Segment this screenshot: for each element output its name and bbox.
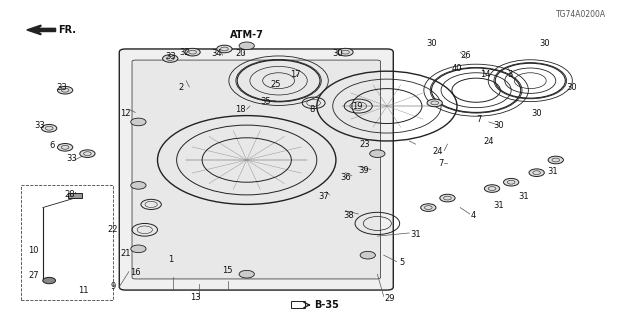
Text: 18: 18 <box>235 105 246 114</box>
Circle shape <box>43 277 56 284</box>
Circle shape <box>484 185 500 192</box>
Text: 30: 30 <box>333 49 343 58</box>
Text: 11: 11 <box>77 285 88 295</box>
Circle shape <box>131 181 146 189</box>
Text: 24: 24 <box>484 137 494 146</box>
Text: 22: 22 <box>108 225 118 234</box>
Text: 37: 37 <box>318 192 328 201</box>
Text: 35: 35 <box>260 97 271 106</box>
Text: 31: 31 <box>547 167 558 176</box>
Text: 31: 31 <box>518 192 529 201</box>
Text: 26: 26 <box>460 52 470 60</box>
Circle shape <box>163 55 178 62</box>
Text: 1: 1 <box>168 255 173 264</box>
Text: 32: 32 <box>180 48 190 57</box>
Text: 24: 24 <box>433 147 443 156</box>
Text: 33: 33 <box>35 121 45 130</box>
Circle shape <box>58 86 73 94</box>
Circle shape <box>548 156 563 164</box>
Circle shape <box>58 143 73 151</box>
Text: 6: 6 <box>50 141 55 150</box>
Text: 33: 33 <box>56 83 67 92</box>
Text: 29: 29 <box>385 294 396 303</box>
Circle shape <box>370 150 385 157</box>
Bar <box>291 301 305 308</box>
Text: 25: 25 <box>270 80 281 89</box>
Text: 27: 27 <box>28 271 38 280</box>
Text: 14: 14 <box>481 70 491 79</box>
Text: 20: 20 <box>235 49 246 58</box>
Text: 4: 4 <box>470 211 476 220</box>
Text: 8: 8 <box>310 105 315 114</box>
Circle shape <box>239 42 254 50</box>
Text: 30: 30 <box>493 121 504 130</box>
Text: 30: 30 <box>539 39 550 48</box>
Text: 5: 5 <box>399 258 404 267</box>
Text: 30: 30 <box>566 83 577 92</box>
Text: 33: 33 <box>165 52 175 61</box>
FancyBboxPatch shape <box>119 49 394 290</box>
Circle shape <box>185 48 200 56</box>
Circle shape <box>338 48 353 56</box>
Text: 30: 30 <box>531 108 542 117</box>
Text: 31: 31 <box>410 230 421 239</box>
Text: 10: 10 <box>28 246 38 255</box>
Circle shape <box>131 245 146 252</box>
Bar <box>20 185 113 300</box>
Circle shape <box>529 169 544 177</box>
Circle shape <box>217 45 232 53</box>
Text: 31: 31 <box>493 202 504 211</box>
Text: 38: 38 <box>343 211 354 220</box>
Text: 36: 36 <box>340 173 351 182</box>
Circle shape <box>80 150 95 157</box>
Text: 33: 33 <box>66 154 77 163</box>
Text: 30: 30 <box>426 39 437 48</box>
Text: 7: 7 <box>438 159 444 168</box>
Text: ATM-7: ATM-7 <box>230 30 264 40</box>
Text: 39: 39 <box>358 166 369 175</box>
Circle shape <box>42 124 57 132</box>
Text: 7: 7 <box>477 115 482 124</box>
Circle shape <box>239 270 254 278</box>
Text: 19: 19 <box>352 102 362 111</box>
Text: 17: 17 <box>291 70 301 79</box>
Text: 23: 23 <box>359 140 370 149</box>
Circle shape <box>440 194 455 202</box>
Circle shape <box>360 252 376 259</box>
Text: 21: 21 <box>120 249 131 258</box>
Circle shape <box>420 204 436 212</box>
Text: 34: 34 <box>211 49 222 58</box>
Circle shape <box>131 118 146 126</box>
Text: TG74A0200A: TG74A0200A <box>556 10 606 19</box>
Text: B-35: B-35 <box>314 300 339 310</box>
Text: 16: 16 <box>130 268 141 277</box>
Circle shape <box>504 178 519 186</box>
Text: 3: 3 <box>508 70 513 79</box>
Text: 28: 28 <box>64 190 75 199</box>
Text: 9: 9 <box>110 282 116 292</box>
Bar <box>68 193 83 198</box>
Polygon shape <box>27 25 56 35</box>
Text: 12: 12 <box>120 108 131 117</box>
FancyBboxPatch shape <box>132 60 381 279</box>
Text: FR.: FR. <box>58 25 76 35</box>
Text: 2: 2 <box>179 83 184 92</box>
Text: 15: 15 <box>222 266 233 275</box>
Text: 13: 13 <box>191 293 201 302</box>
Circle shape <box>427 99 442 107</box>
Text: 40: 40 <box>452 64 462 73</box>
